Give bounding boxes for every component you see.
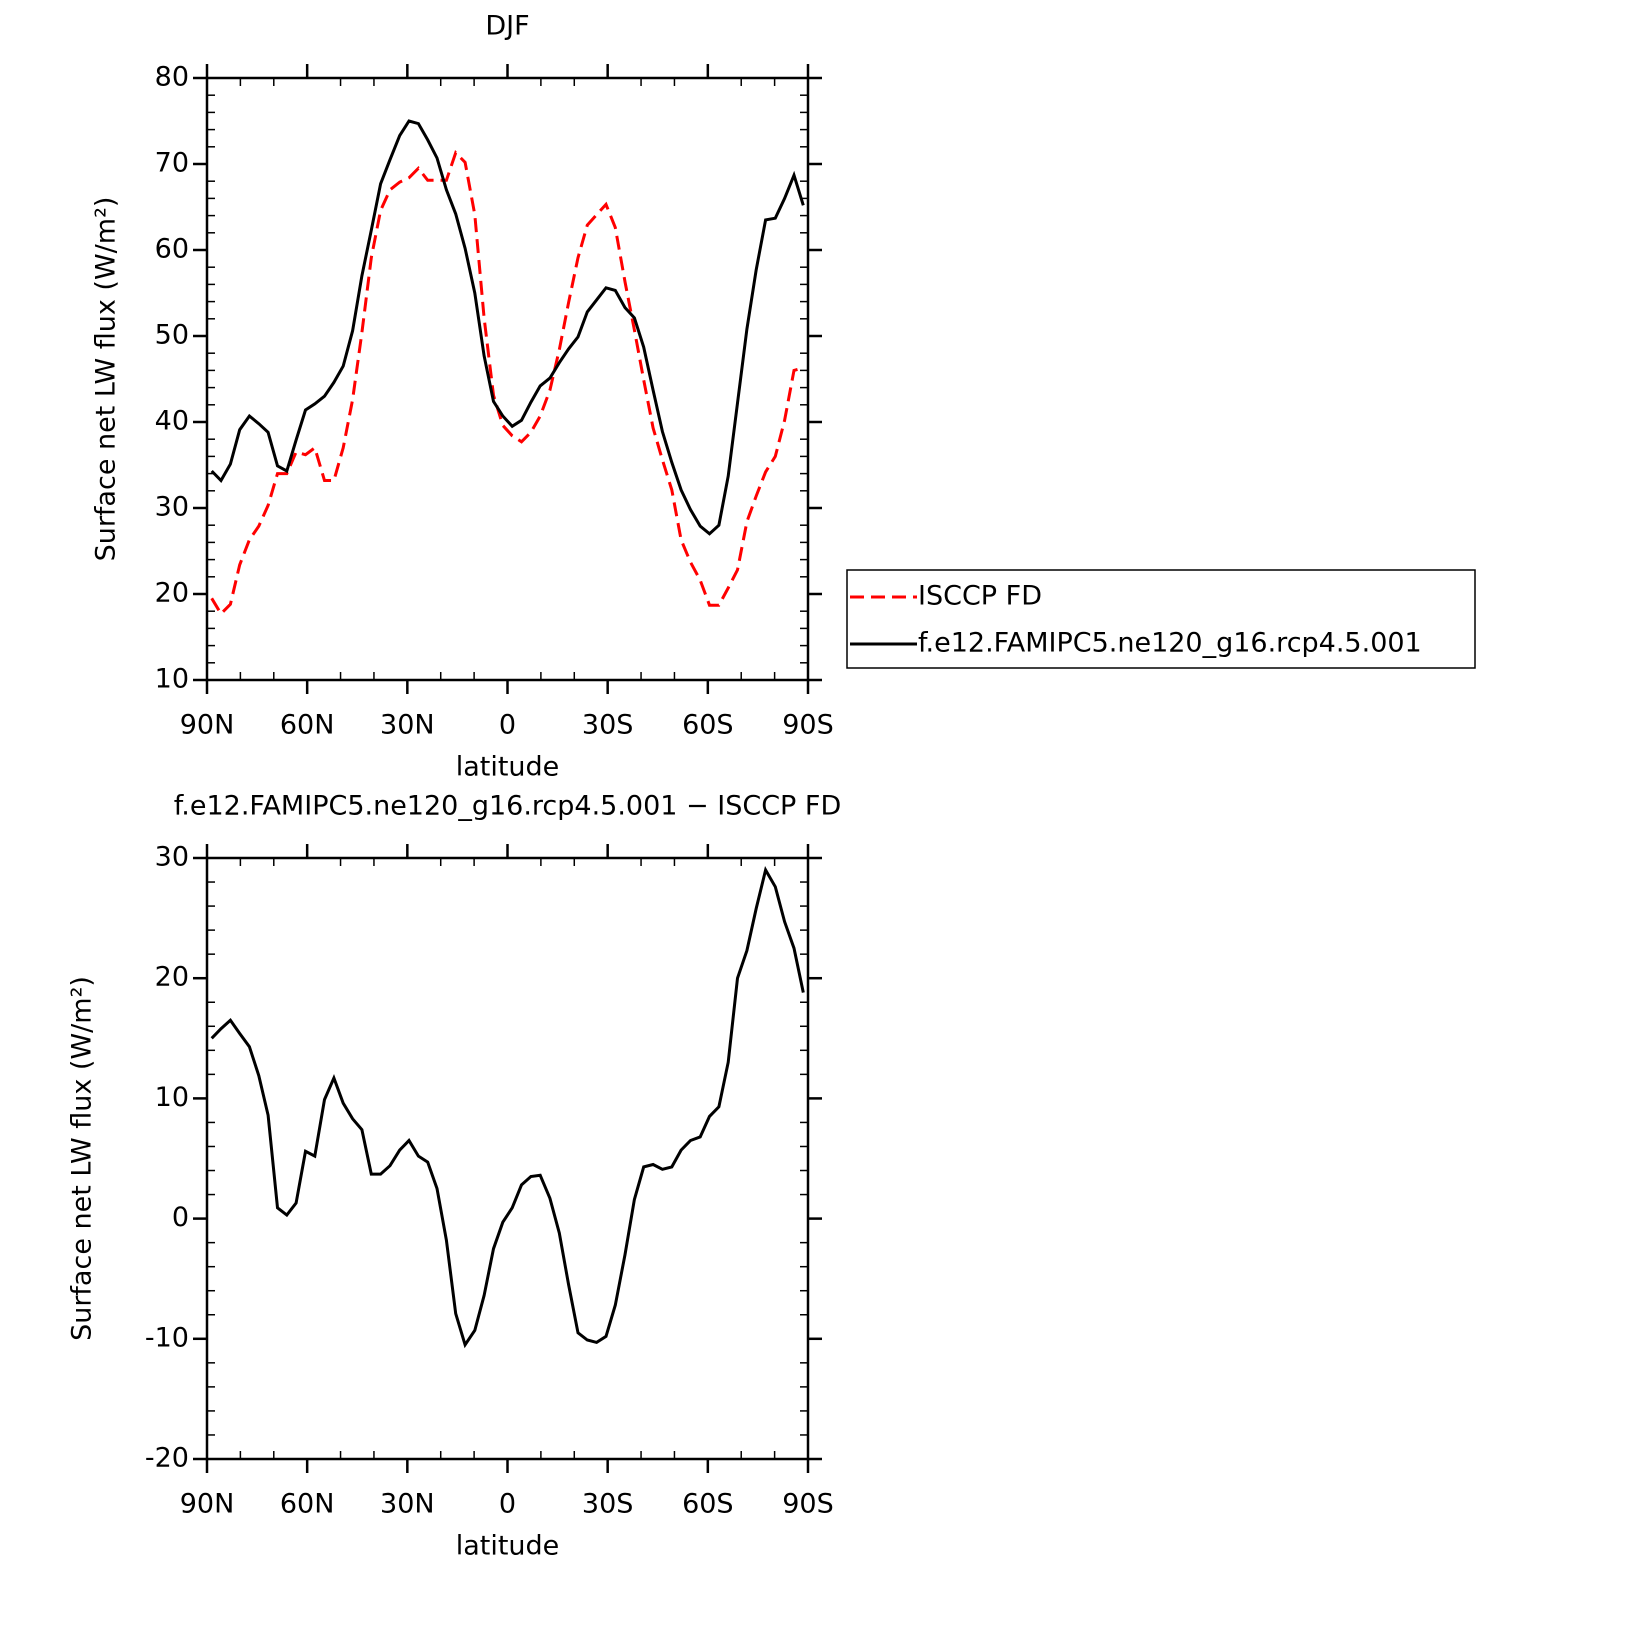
data-line xyxy=(210,866,805,1349)
x-tick-label: 60N xyxy=(280,1489,335,1520)
plot-frame xyxy=(205,856,810,1461)
x-tick-label: 0 xyxy=(499,710,516,741)
x-tick-label: 30N xyxy=(380,1489,435,1520)
plot-frame xyxy=(205,76,810,682)
y-tick-label: 60 xyxy=(155,234,189,265)
y-tick-label: -20 xyxy=(145,1443,189,1474)
x-tick-label: 90N xyxy=(180,710,235,741)
x-axis-label: latitude xyxy=(456,1531,560,1562)
y-tick-label: 10 xyxy=(155,664,189,695)
x-tick-label: 30N xyxy=(380,710,435,741)
x-tick-label: 0 xyxy=(499,1489,516,1520)
x-tick-label: 60S xyxy=(682,710,734,741)
y-tick-label: 20 xyxy=(155,962,189,993)
y-tick-label: -10 xyxy=(145,1322,189,1353)
y-tick-label: 50 xyxy=(155,320,189,351)
data-line xyxy=(210,119,805,536)
x-tick-label: 30S xyxy=(582,710,634,741)
x-tick-label: 30S xyxy=(582,1489,634,1520)
y-tick-label: 70 xyxy=(155,148,189,179)
y-tick-label: 40 xyxy=(155,406,189,437)
data-line xyxy=(210,150,804,617)
x-tick-label: 60N xyxy=(280,710,335,741)
x-axis-label: latitude xyxy=(456,752,560,783)
y-axis-label: Surface net LW flux (W/m²) xyxy=(91,197,122,562)
x-tick-label: 90S xyxy=(782,710,834,741)
y-tick-label: 0 xyxy=(172,1202,189,1233)
legend-label: f.e12.FAMIPC5.ne120_g16.rcp4.5.001 xyxy=(918,628,1422,659)
y-tick-label: 80 xyxy=(155,62,189,93)
y-tick-label: 30 xyxy=(155,842,189,873)
legend-box xyxy=(846,569,1476,669)
chart-title: DJF xyxy=(485,11,529,42)
y-tick-label: 10 xyxy=(155,1082,189,1113)
x-tick-label: 60S xyxy=(682,1489,734,1520)
legend-label: ISCCP FD xyxy=(918,581,1042,612)
x-tick-label: 90N xyxy=(180,1489,235,1520)
x-tick-label: 90S xyxy=(782,1489,834,1520)
y-tick-label: 30 xyxy=(155,492,189,523)
chart-title: f.e12.FAMIPC5.ne120_g16.rcp4.5.001 − ISC… xyxy=(174,791,842,822)
y-tick-label: 20 xyxy=(155,578,189,609)
y-axis-label: Surface net LW flux (W/m²) xyxy=(67,976,98,1341)
